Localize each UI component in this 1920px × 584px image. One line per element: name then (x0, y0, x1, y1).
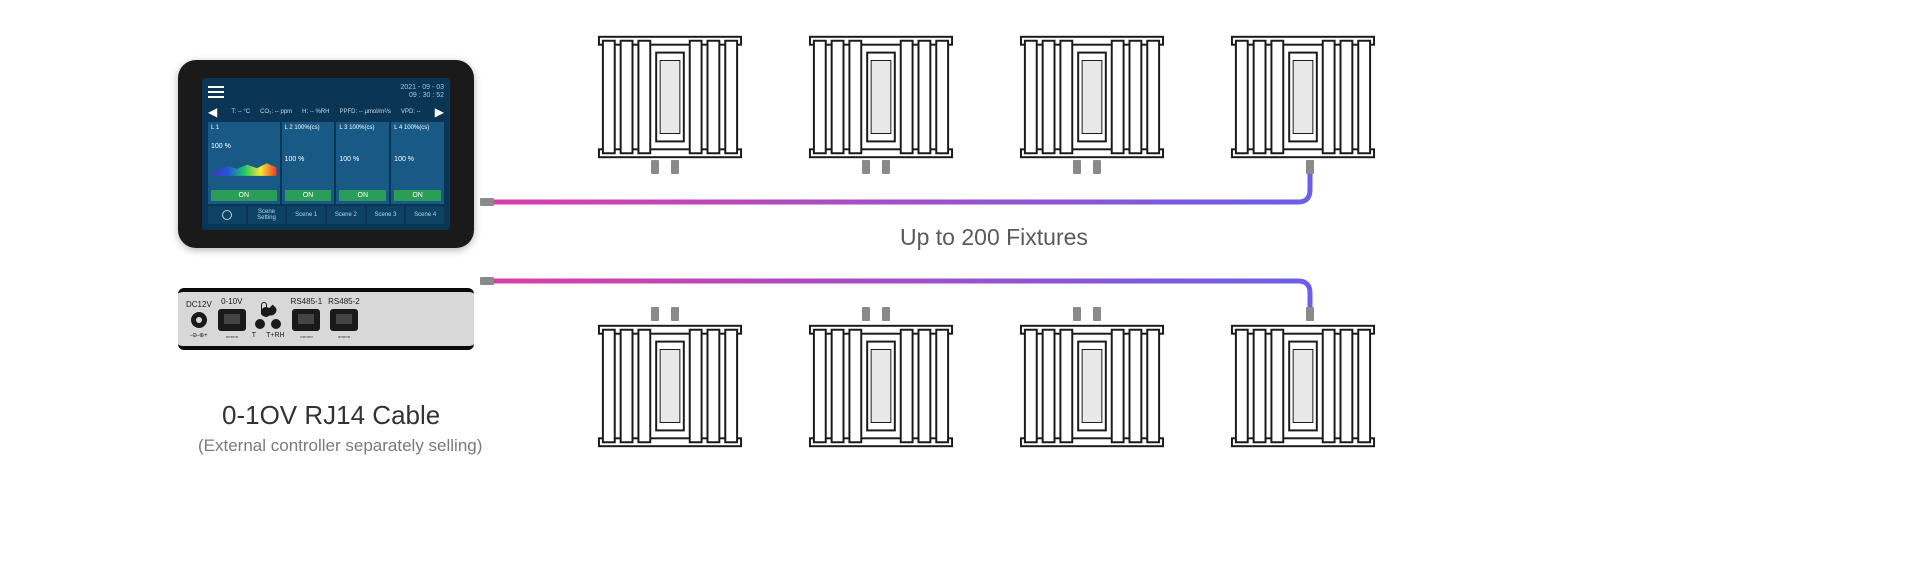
jack-t-label: T (252, 332, 256, 339)
sensor-readouts: T: -- °C CO₂: -- ppm H: -- %RH PPFD: -- … (221, 109, 431, 115)
port-sensors: T T+RH (252, 300, 285, 339)
panel-4-on-button[interactable]: ON (394, 190, 441, 201)
fixture-bottom-4 (1228, 321, 1378, 451)
sensor-vpd: VPD: -- (401, 109, 421, 115)
fixture-top-1 (595, 32, 745, 162)
fixtures-count-label: Up to 200 Fixtures (900, 224, 1088, 251)
fixture-bottom-2 (806, 321, 956, 451)
panel-3-label: L 3 100%(cs) (339, 125, 386, 131)
scene-4-button[interactable]: Scene 4 (406, 206, 444, 224)
controller-screen: 2021 - 09 - 03 09 : 30 : 52 ◀ T: -- °C C… (202, 78, 450, 230)
port-010v-label: 0-10V (221, 297, 242, 306)
time-text: 09 : 30 : 52 (400, 92, 444, 100)
fixture-bottom-1 (595, 321, 745, 451)
sensor-co2: CO₂: -- ppm (260, 109, 292, 115)
rs485-1-sub: ▫▫▫▫▫ (300, 334, 312, 341)
sensor-ppfd: PPFD: -- μmol/m²/s (339, 109, 390, 115)
rj-port-icon-2 (292, 309, 320, 331)
sensor-h: H: -- %RH (302, 109, 329, 115)
panel-1-label: L 1 (211, 125, 219, 131)
panel-1-value: 100 % (211, 143, 277, 150)
panel-1-on-button[interactable]: ON (211, 190, 277, 201)
rj-port-icon (218, 309, 246, 331)
light-panel-2[interactable]: L 2 100%(cs) 100 % ON (282, 122, 335, 204)
fixture-top-4 (1228, 32, 1378, 162)
scene-2-button[interactable]: Scene 2 (327, 206, 365, 224)
controller-back-view: DC12V -⊖-⊕+ 0-10V ▫▫▫▫▫ T T+RH RS485-1 (178, 288, 474, 350)
next-arrow-icon[interactable]: ▶ (435, 105, 444, 119)
scene-setting-button[interactable]: Scene Setting (248, 206, 286, 224)
jack-trh-label: T+RH (266, 332, 284, 339)
scene-1-button[interactable]: Scene 1 (287, 206, 325, 224)
port-dc-polarity: -⊖-⊕+ (190, 332, 208, 339)
port-dc12v: DC12V -⊖-⊕+ (186, 300, 212, 339)
scene-3-button[interactable]: Scene 3 (367, 206, 405, 224)
port-rs485-2: RS485-2 ▫▫▫▫▫ (328, 297, 360, 341)
diagram-title: 0-1OV RJ14 Cable (222, 400, 440, 431)
light-panel-1[interactable]: L 1 100 % ON (208, 122, 280, 204)
panel-3-value: 100 % (339, 156, 386, 163)
sensor-icons (261, 300, 276, 316)
scene-row: Scene Setting Scene 1 Scene 2 Scene 3 Sc… (208, 206, 444, 224)
rj-port-icon-3 (330, 309, 358, 331)
light-panels: L 1 100 % ON L 2 100%(cs) 100 % ON L 3 1… (208, 122, 444, 204)
dc-jack-icon (191, 312, 207, 328)
port-010v-sub: ▫▫▫▫▫ (226, 334, 238, 341)
panel-2-label: L 2 100%(cs) (285, 125, 332, 131)
gear-icon (222, 210, 232, 220)
date-text: 2021 - 09 - 03 (400, 84, 444, 92)
light-panel-3[interactable]: L 3 100%(cs) 100 % ON (336, 122, 389, 204)
menu-icon[interactable] (208, 86, 224, 98)
port-dc-label: DC12V (186, 300, 212, 309)
fixture-bottom-3 (1017, 321, 1167, 451)
jack-trh-icon (271, 319, 281, 329)
fixture-top-2 (806, 32, 956, 162)
controller-front-view: 2021 - 09 - 03 09 : 30 : 52 ◀ T: -- °C C… (178, 60, 474, 248)
prev-arrow-icon[interactable]: ◀ (208, 105, 217, 119)
thermometer-icon (261, 302, 267, 316)
panel-2-on-button[interactable]: ON (285, 190, 332, 201)
diagram-subtitle: (External controller separately selling) (198, 436, 482, 456)
rs485-2-sub: ▫▫▫▫▫ (338, 334, 350, 341)
sensor-t: T: -- °C (231, 109, 250, 115)
port-rs485-1: RS485-1 ▫▫▫▫▫ (291, 297, 323, 341)
panel-4-value: 100 % (394, 156, 441, 163)
panel-2-value: 100 % (285, 156, 332, 163)
rs485-1-label: RS485-1 (291, 297, 323, 306)
panel-3-on-button[interactable]: ON (339, 190, 386, 201)
spectrum-icon (211, 162, 277, 176)
settings-button[interactable] (208, 206, 246, 224)
panel-4-label: L 4 100%(cs) (394, 125, 441, 131)
rs485-2-label: RS485-2 (328, 297, 360, 306)
port-0-10v: 0-10V ▫▫▫▫▫ (218, 297, 246, 341)
date-time: 2021 - 09 - 03 09 : 30 : 52 (400, 84, 444, 101)
light-panel-4[interactable]: L 4 100%(cs) 100 % ON (391, 122, 444, 204)
jack-t-icon (255, 319, 265, 329)
fixture-top-3 (1017, 32, 1167, 162)
